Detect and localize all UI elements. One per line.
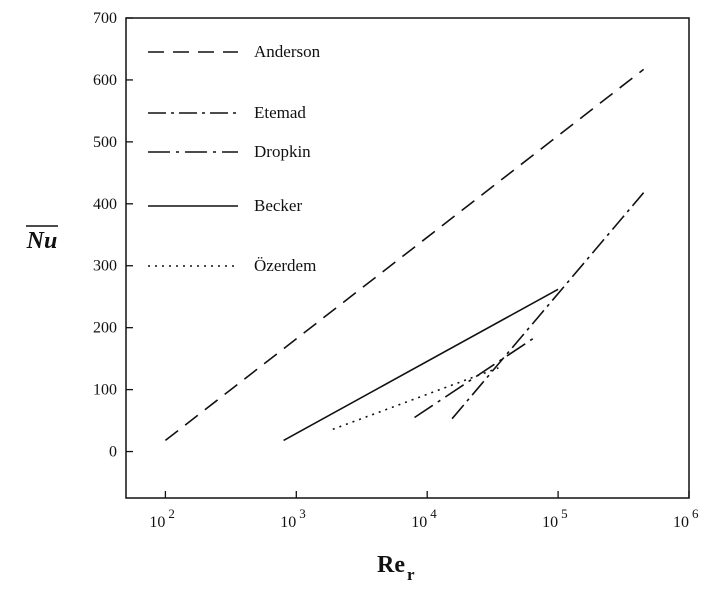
x-tick-exponent: 3 [299,506,306,521]
y-axis: 0 100 200 300 400 500 600 700 [93,10,133,461]
x-tick-label: 10 [280,514,296,531]
x-axis-label: Re [377,552,405,578]
x-tick-label: 10 [411,514,427,531]
series-line-etemad [451,192,645,420]
x-tick-exponent: 5 [561,506,568,521]
legend: Anderson Etemad Dropkin Becker Özerdem [148,42,321,275]
x-tick-label: 10 [673,514,689,531]
series-line-becker [283,288,559,442]
y-tick-label: 300 [93,258,117,275]
series-line--zerdem [332,367,499,431]
x-tick-label: 10 [149,514,165,531]
y-tick-label: 100 [93,382,117,399]
y-tick-label: 600 [93,72,117,89]
series-lines [164,68,645,442]
plot-frame [125,17,690,499]
x-tick-label: 10 [542,514,558,531]
legend-label: Becker [254,196,302,215]
y-axis-title: Nu [26,225,58,254]
x-tick-exponent: 4 [430,506,437,521]
legend-label: Özerdem [254,256,316,275]
y-tick-label: 200 [93,320,117,337]
y-tick-label: 500 [93,134,117,151]
y-tick-label: 400 [93,196,117,213]
legend-label: Etemad [254,103,306,122]
x-tick-exponent: 6 [692,506,699,521]
legend-label: Anderson [254,42,321,61]
y-tick-label: 700 [93,10,117,27]
legend-label: Dropkin [254,142,311,161]
x-axis-title: Re r [377,552,415,584]
y-tick-label: 0 [109,444,117,461]
y-axis-label: Nu [26,228,58,254]
x-tick-exponent: 2 [168,506,175,521]
series-line-dropkin [414,337,535,419]
x-axis-label-subscript: r [407,565,415,584]
series-line-anderson [164,68,645,442]
